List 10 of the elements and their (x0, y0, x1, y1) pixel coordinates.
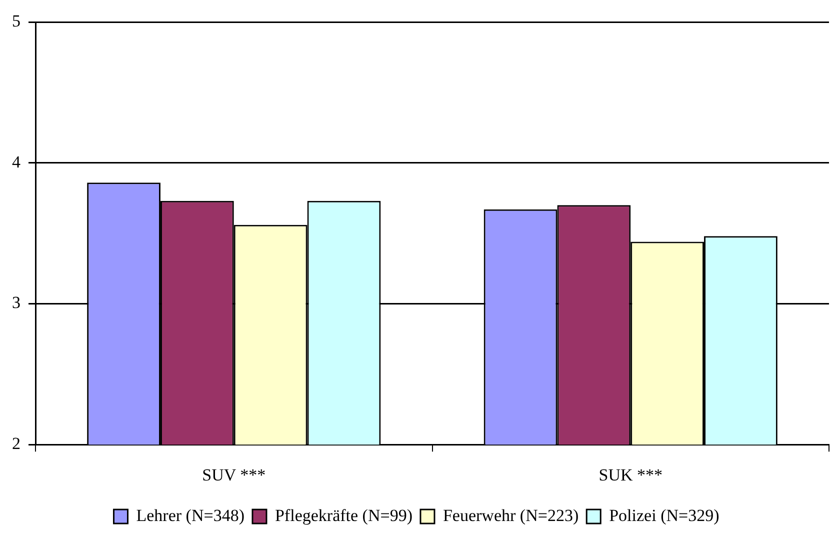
y-tick-label: 3 (12, 293, 20, 312)
legend-label: Lehrer (N=348) (136, 506, 244, 525)
y-tick-label: 2 (12, 434, 20, 454)
x-tick-label: SUV *** (202, 465, 266, 484)
legend-label: Polizei (N=329) (609, 506, 720, 525)
legend-label: Feuerwehr (N=223) (442, 506, 579, 525)
x-tick-label: SUK *** (598, 465, 663, 484)
y-tick-label: 5 (12, 11, 20, 30)
y-tick-label: 4 (12, 152, 21, 172)
legend-label: Pflegekräfte (N=99) (274, 506, 412, 525)
